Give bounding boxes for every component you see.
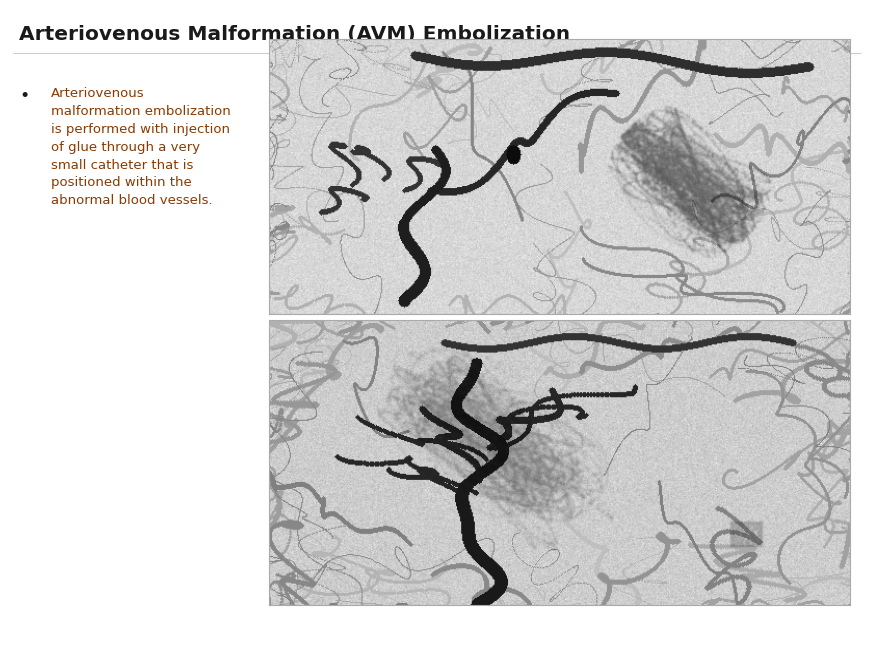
Text: Arteriovenous
malformation embolization
is performed with injection
of glue thro: Arteriovenous malformation embolization …: [51, 87, 231, 207]
Text: Arteriovenous Malformation (AVM) Embolization: Arteriovenous Malformation (AVM) Emboliz…: [19, 25, 571, 43]
Text: •: •: [19, 87, 30, 105]
